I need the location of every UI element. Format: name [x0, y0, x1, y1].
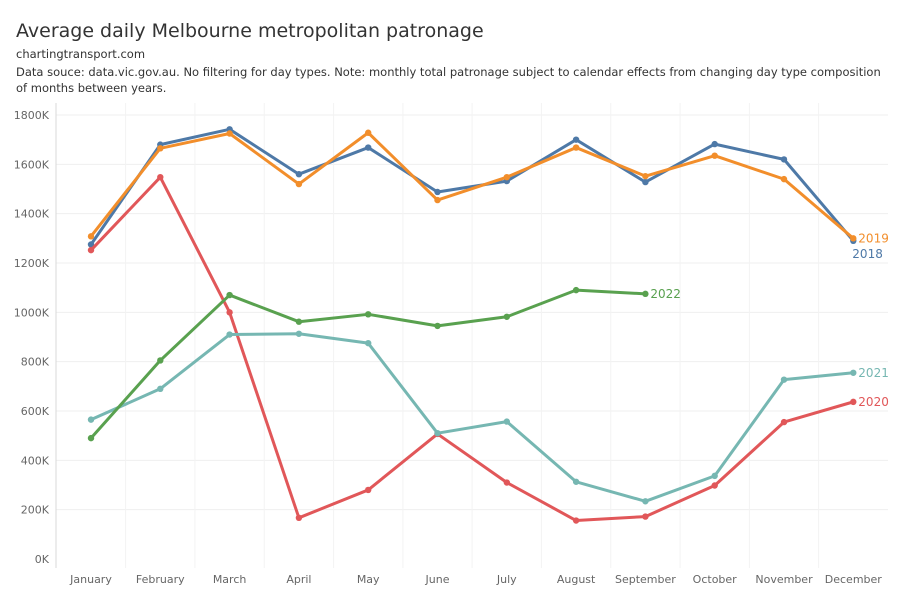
gridlines: [56, 103, 888, 568]
x-tick-label: July: [496, 573, 517, 586]
y-tick-label: 1800K: [14, 109, 50, 122]
data-point-2021: [226, 331, 233, 338]
data-point-2022: [642, 290, 649, 298]
data-point-2021: [157, 385, 164, 392]
y-axis: 0K 200K 400K 600K 800K 1000K 1200K 1400K 1600K 18…: [14, 103, 57, 568]
data-point-2021: [711, 472, 718, 480]
data-point-2020: [295, 514, 303, 522]
x-tick-label: November: [755, 573, 813, 586]
series-label-2022: 2022: [650, 287, 681, 301]
data-point-2019: [711, 152, 718, 159]
data-point-2020: [642, 513, 649, 520]
data-point-2022: [295, 318, 303, 325]
series-label-2018: 2018: [852, 247, 883, 261]
y-tick-label: 0K: [35, 553, 50, 566]
y-tick-label: 1000K: [14, 306, 50, 319]
data-point-2021: [295, 330, 303, 337]
y-tick-label: 600K: [21, 405, 50, 418]
series-group: [87, 126, 857, 524]
data-point-2020: [850, 398, 857, 406]
y-tick-label: 1600K: [14, 158, 50, 171]
x-axis: January February March April May June July Augu…: [69, 573, 882, 586]
x-tick-label: August: [557, 573, 596, 586]
data-point-2021: [434, 430, 441, 437]
series-label-2019: 2019: [858, 231, 889, 245]
data-point-2020: [226, 309, 233, 316]
series-line-2021: [89, 332, 855, 503]
x-tick-label: February: [136, 573, 185, 586]
x-tick-label: April: [286, 573, 311, 586]
data-point-2019: [157, 145, 164, 152]
data-point-2018: [295, 171, 303, 178]
y-tick-label: 200K: [21, 504, 50, 517]
data-point-2019: [780, 175, 788, 183]
y-tick-label: 800K: [21, 356, 50, 369]
data-point-2020: [780, 418, 788, 426]
series-line-2020: [89, 175, 855, 523]
data-point-2021: [850, 369, 857, 376]
data-point-2021: [87, 416, 95, 423]
data-point-2022: [572, 286, 580, 294]
x-tick-label: January: [69, 573, 112, 586]
data-point-2020: [711, 482, 718, 489]
data-point-2020: [157, 173, 164, 181]
series-label-2021: 2021: [858, 366, 889, 380]
data-point-2022: [87, 434, 95, 442]
x-tick-label: September: [615, 573, 676, 586]
source-credit: chartingtransport.com: [16, 47, 146, 61]
series-line-2019: [89, 131, 855, 240]
data-point-2018: [87, 241, 95, 248]
x-tick-label: May: [357, 573, 380, 586]
x-tick-label: December: [825, 573, 883, 586]
data-point-2021: [503, 418, 510, 425]
data-point-2021: [780, 376, 788, 383]
data-point-2019: [572, 144, 580, 151]
data-point-2021: [642, 498, 649, 505]
y-tick-label: 400K: [21, 454, 50, 467]
data-point-2018: [780, 156, 788, 163]
data-point-2018: [365, 144, 372, 151]
data-note: Data souce: data.vic.gov.au. No filterin…: [16, 65, 881, 95]
data-point-2019: [434, 196, 441, 204]
data-point-2022: [434, 322, 441, 330]
data-point-2019: [87, 233, 95, 240]
data-point-2018: [642, 178, 649, 186]
data-point-2022: [226, 291, 233, 299]
data-point-2020: [87, 246, 95, 254]
data-point-2022: [503, 313, 510, 320]
data-point-2020: [365, 486, 372, 494]
y-tick-label: 1200K: [14, 257, 50, 270]
data-point-2021: [365, 339, 372, 347]
x-tick-label: October: [693, 573, 737, 586]
x-tick-label: June: [425, 573, 450, 586]
data-point-2020: [572, 517, 580, 524]
data-point-2019: [503, 173, 510, 181]
data-point-2019: [850, 235, 857, 242]
data-point-2020: [503, 479, 510, 486]
data-point-2019: [642, 172, 649, 180]
series-line-2018: [89, 127, 855, 246]
data-point-2018: [711, 140, 718, 148]
x-tick-label: March: [213, 573, 247, 586]
data-point-2018: [434, 188, 441, 196]
data-point-2021: [572, 478, 580, 485]
series-labels: 2018 2019 2020 2021 2022: [650, 231, 888, 409]
chart-title: Average daily Melbourne metropolitan pat…: [16, 20, 484, 42]
data-point-2019: [226, 130, 233, 137]
data-point-2022: [365, 311, 372, 318]
data-point-2018: [572, 136, 580, 143]
data-point-2019: [365, 129, 372, 136]
series-label-2020: 2020: [858, 395, 889, 409]
data-point-2019: [295, 180, 303, 188]
data-point-2022: [157, 357, 164, 364]
y-tick-label: 1400K: [14, 208, 50, 221]
